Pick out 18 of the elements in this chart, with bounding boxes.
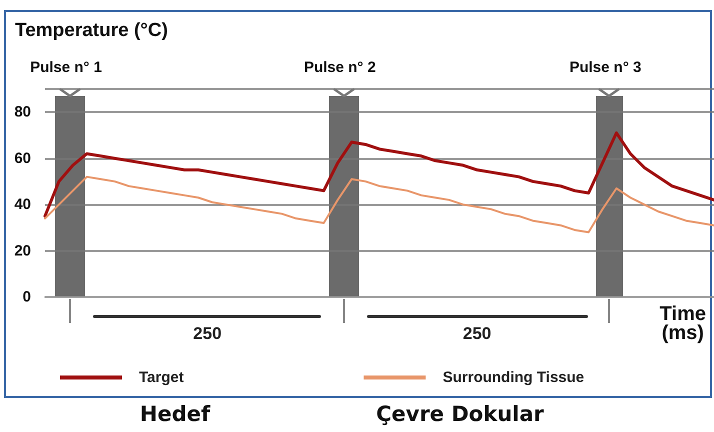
text: Çevre Dokular (375, 402, 545, 426)
text: Pulse n° 2 (304, 59, 377, 76)
legend-label: Target (139, 369, 184, 386)
text: Pulse n° 1 (30, 59, 103, 76)
legend-label: Surrounding Tissue (442, 369, 584, 386)
y-tick-label: 0 (22, 288, 31, 306)
text: Pulse n° 3 (569, 59, 642, 76)
text: 250 (462, 324, 492, 344)
line-series (44, 131, 714, 218)
y-tick-label: 80 (14, 104, 31, 121)
line-series (44, 176, 714, 234)
y-tick-label: 20 (14, 242, 31, 260)
y-tick-label: 60 (14, 150, 31, 167)
x-axis-title: Time (ms) (660, 303, 706, 344)
y-axis-title: Temperature (°C) (15, 20, 168, 41)
text: 250 (192, 324, 223, 344)
y-tick-label: 40 (14, 196, 31, 214)
text: Hedef (138, 402, 212, 426)
